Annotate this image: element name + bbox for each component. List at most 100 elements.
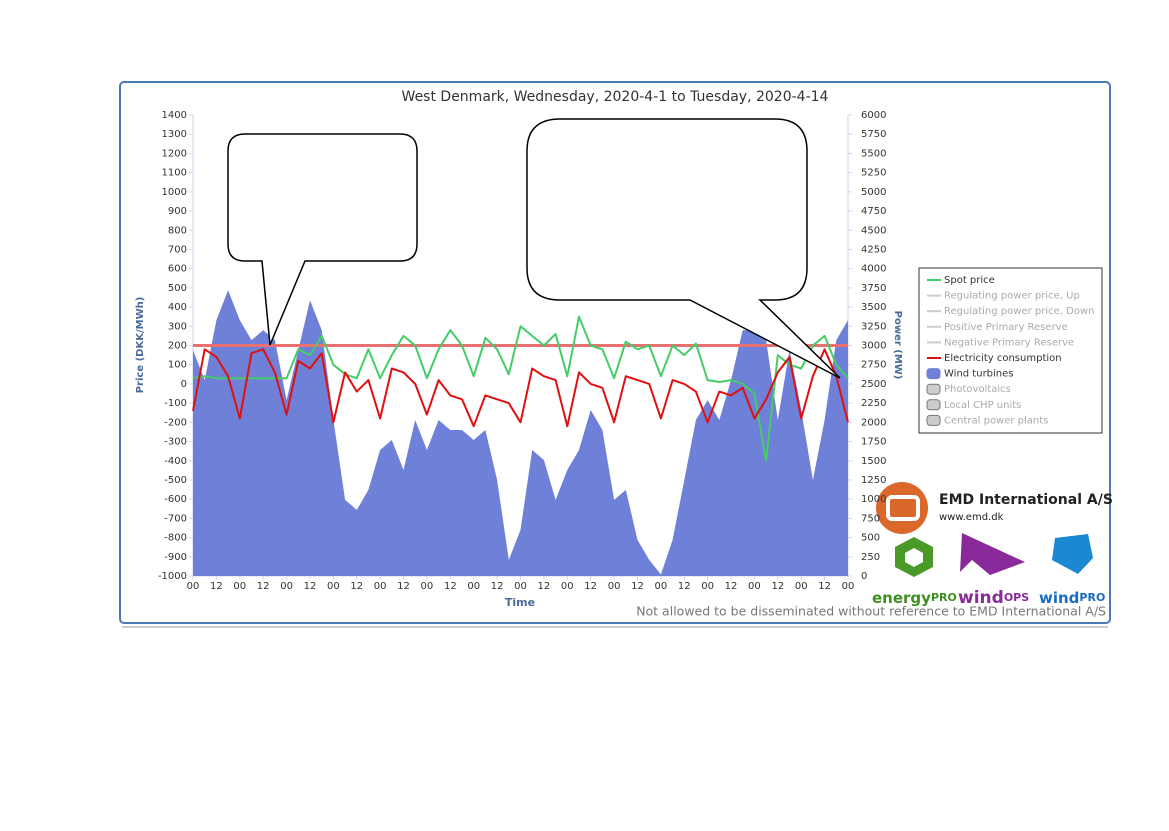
- x-tick-label: 12: [304, 581, 317, 592]
- brand-suffix: PRO: [931, 591, 957, 604]
- x-tick-label: 12: [444, 581, 457, 592]
- y-tick-label: 700: [168, 244, 187, 255]
- plot-area: [189, 114, 852, 580]
- x-tick-label: 12: [397, 581, 410, 592]
- windpro-text: windPRO: [1039, 589, 1105, 607]
- emd-logo: [876, 482, 928, 534]
- y2-tick-label: 2250: [861, 398, 886, 409]
- y2-tick-label: 5750: [861, 129, 886, 140]
- legend-label: Local CHP units: [944, 400, 1021, 411]
- callout-bubble: [227, 133, 418, 346]
- x-tick-label: 00: [233, 581, 246, 592]
- y2-tick-label: 4500: [861, 225, 886, 236]
- y-tick-label: 0: [181, 379, 187, 390]
- legend-label: Central power plants: [944, 415, 1048, 426]
- x-tick-label: 00: [748, 581, 761, 592]
- legend-swatch: [926, 399, 941, 411]
- y-tick-label: -900: [164, 552, 187, 563]
- y2-tick-label: 1500: [861, 456, 886, 467]
- y-tick-label: -400: [164, 456, 187, 467]
- legend-items: Spot price Regulating power price, Up Regu…: [926, 275, 1094, 426]
- y-tick-label: 1400: [162, 110, 187, 121]
- x-tick-label: 12: [584, 581, 597, 592]
- windops-logo: [960, 533, 1025, 575]
- windops-text: windOPS: [958, 588, 1029, 608]
- y2-tick-label: 0: [861, 571, 867, 582]
- y2-tick-label: 3000: [861, 341, 886, 352]
- x-tick-label: 00: [187, 581, 200, 592]
- y2-tick-label: 4750: [861, 206, 886, 217]
- legend-label: Positive Primary Reserve: [944, 322, 1068, 333]
- y2-tick-label: 5500: [861, 148, 886, 159]
- legend-swatch: [926, 368, 941, 380]
- energypro-text: energyPRO: [872, 589, 957, 607]
- company-url: www.emd.dk: [939, 512, 1004, 523]
- y-tick-label: 600: [168, 264, 187, 275]
- y-tick-label: -500: [164, 475, 187, 486]
- y-tick-label: -1000: [158, 571, 187, 582]
- company-name: EMD International A/S: [939, 492, 1113, 508]
- y-tick-label: 400: [168, 302, 187, 313]
- callout-bubble: [526, 118, 841, 379]
- x-tick-label: 00: [654, 581, 667, 592]
- y2-tick-label: 4250: [861, 244, 886, 255]
- area-series: [193, 290, 848, 576]
- legend-label: Spot price: [944, 275, 995, 286]
- y-tick-label: 100: [168, 360, 187, 371]
- legend: [918, 267, 1103, 434]
- y-tick-label: 300: [168, 321, 187, 332]
- y-tick-label: 500: [168, 283, 187, 294]
- x-tick-label: 12: [491, 581, 504, 592]
- y2-tick-label: 3250: [861, 321, 886, 332]
- x-tick-label: 00: [327, 581, 340, 592]
- x-tick-label: 12: [771, 581, 784, 592]
- y2-tick-label: 3750: [861, 283, 886, 294]
- x-tick-label: 00: [842, 581, 855, 592]
- y-tick-label: 200: [168, 341, 187, 352]
- y-tick-label: 1000: [162, 187, 187, 198]
- y2-tick-label: 3500: [861, 302, 886, 313]
- y-tick-label: 900: [168, 206, 187, 217]
- x-tick-label: 00: [514, 581, 527, 592]
- line-series: [192, 315, 849, 462]
- y-tick-label: -300: [164, 437, 187, 448]
- y2-tick-label: 750: [861, 513, 880, 524]
- x-tick-label: 00: [701, 581, 714, 592]
- legend-label: Photovoltaics: [944, 384, 1011, 395]
- chart-title: West Denmark, Wednesday, 2020-4-1 to Tue…: [402, 89, 829, 105]
- line-series: [192, 348, 849, 428]
- brand-suffix: OPS: [1004, 591, 1029, 604]
- y-tick-label: -100: [164, 398, 187, 409]
- y2-tick-label: 5000: [861, 187, 886, 198]
- legend-label: Regulating power price, Up: [944, 291, 1080, 302]
- x-tick-label: 12: [631, 581, 644, 592]
- legend-swatch: [926, 383, 941, 395]
- x-tick-label: 12: [725, 581, 738, 592]
- x-tick-label: 12: [350, 581, 363, 592]
- x-tick-label: 12: [678, 581, 691, 592]
- y-axis-label: Price (DKK/MWh): [135, 297, 146, 394]
- legend-swatch: [926, 414, 941, 426]
- x-tick-label: 00: [467, 581, 480, 592]
- y2-tick-label: 250: [861, 552, 880, 563]
- legend-label: Negative Primary Reserve: [944, 337, 1074, 348]
- y2-tick-label: 500: [861, 533, 880, 544]
- brand-word: wind: [958, 588, 1004, 608]
- y-tick-label: 800: [168, 225, 187, 236]
- y-tick-label: 1300: [162, 129, 187, 140]
- emd-logo-mark: [886, 495, 920, 521]
- brand-word: wind: [1039, 589, 1079, 607]
- x-tick-label: 00: [374, 581, 387, 592]
- y-tick-label: -600: [164, 494, 187, 505]
- x-tick-label: 12: [210, 581, 223, 592]
- y-tick-label: -700: [164, 513, 187, 524]
- x-axis-label: Time: [505, 596, 535, 609]
- x-tick-label: 00: [561, 581, 574, 592]
- y-tick-label: 1200: [162, 148, 187, 159]
- brand-word: energy: [872, 589, 931, 607]
- x-tick-label: 12: [818, 581, 831, 592]
- y-tick-label: 1100: [162, 168, 187, 179]
- y2-tick-label: 6000: [861, 110, 886, 121]
- x-tick-label: 12: [538, 581, 551, 592]
